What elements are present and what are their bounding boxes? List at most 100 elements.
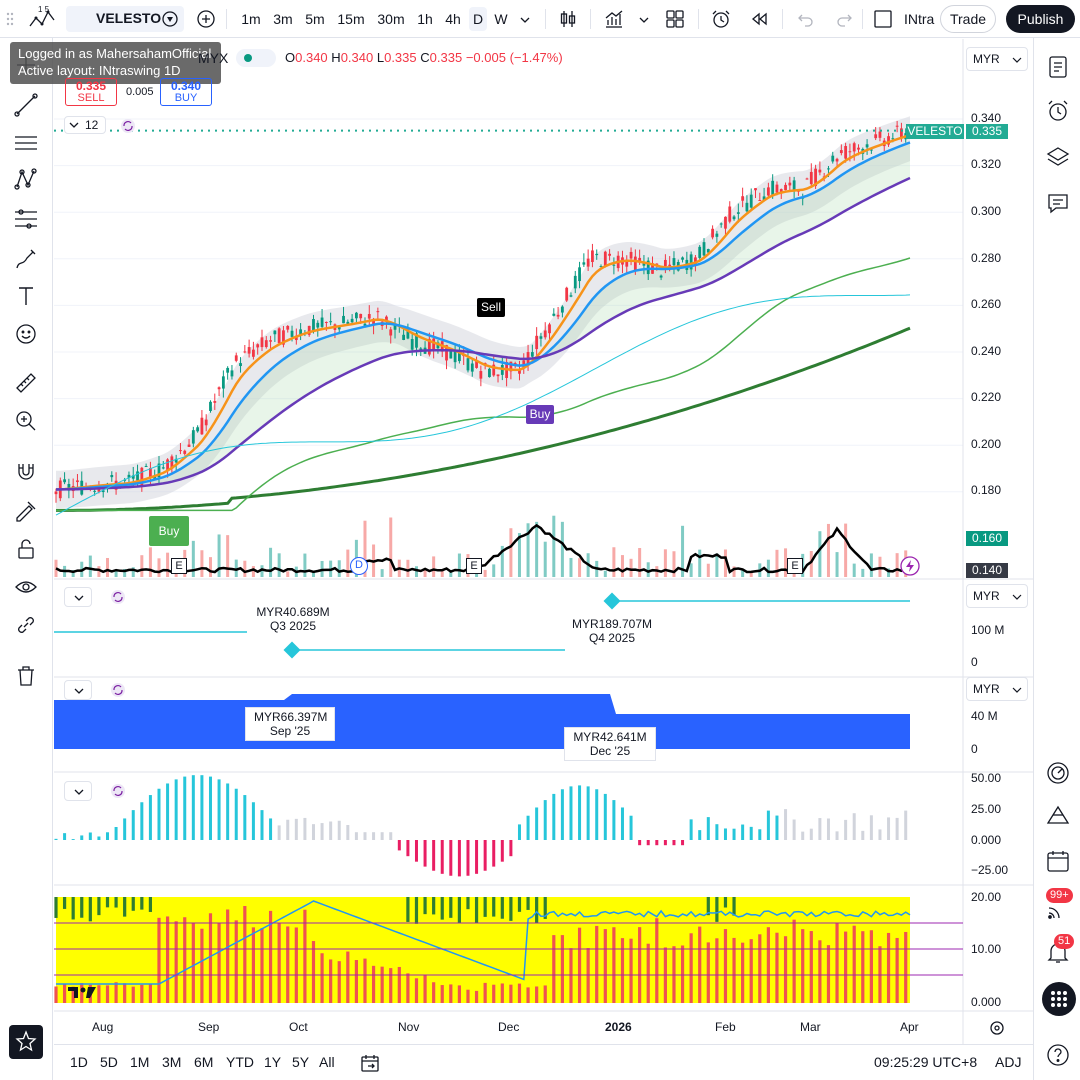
layers-icon[interactable] bbox=[1045, 144, 1071, 170]
range-ytd[interactable]: YTD bbox=[226, 1054, 254, 1070]
dividend-event-marker[interactable]: D bbox=[350, 557, 368, 575]
earnings-event-marker[interactable]: E bbox=[787, 558, 803, 574]
compass-icon[interactable] bbox=[1045, 760, 1071, 786]
watchlist-icon[interactable] bbox=[1045, 54, 1071, 80]
range-5d[interactable]: 5D bbox=[100, 1054, 118, 1070]
strength-bar bbox=[200, 928, 204, 1003]
eye-icon[interactable] bbox=[13, 574, 39, 600]
candles-icon[interactable] bbox=[557, 8, 579, 30]
zoom-in-icon[interactable] bbox=[13, 408, 39, 434]
symbol-search[interactable]: VELESTO bbox=[66, 6, 184, 32]
interval-1h[interactable]: 1h bbox=[417, 11, 433, 27]
brush-icon[interactable] bbox=[13, 246, 39, 272]
refresh-icon[interactable] bbox=[120, 118, 136, 134]
emoji-icon[interactable] bbox=[13, 321, 39, 347]
tradingview-logo[interactable] bbox=[66, 984, 98, 1000]
sell-button[interactable]: 0.335 SELL bbox=[65, 78, 117, 106]
interval-d[interactable]: D bbox=[469, 7, 487, 31]
candle-body bbox=[633, 256, 637, 272]
panel-collapse-toggle[interactable] bbox=[64, 587, 92, 607]
candle-body bbox=[736, 212, 740, 214]
interval-3m[interactable]: 3m bbox=[273, 11, 293, 27]
trash-icon[interactable] bbox=[13, 663, 39, 689]
panel-collapse-toggle[interactable] bbox=[64, 680, 92, 700]
candle-body bbox=[646, 260, 650, 275]
adj-toggle[interactable]: ADJ bbox=[995, 1054, 1022, 1070]
currency-select-panel1[interactable]: MYR bbox=[966, 584, 1028, 608]
undo-icon[interactable] bbox=[796, 9, 816, 29]
interval-5m[interactable]: 5m bbox=[305, 11, 325, 27]
ruler-icon[interactable] bbox=[13, 370, 39, 396]
apps-grid-icon[interactable] bbox=[1042, 982, 1076, 1016]
currency-select-panel2[interactable]: MYR bbox=[966, 677, 1028, 701]
indicators-icon[interactable] bbox=[603, 8, 625, 30]
fib-icon[interactable] bbox=[13, 206, 39, 232]
drag-handle-icon[interactable] bbox=[6, 12, 14, 26]
settings-gear-icon[interactable] bbox=[988, 1019, 1006, 1037]
volume-bar bbox=[389, 517, 393, 577]
market-status-toggle[interactable] bbox=[236, 49, 276, 67]
alarm-clock-icon[interactable] bbox=[1045, 98, 1071, 124]
lightning-icon[interactable] bbox=[900, 556, 920, 576]
chevron-down-icon[interactable] bbox=[637, 13, 651, 23]
text-icon[interactable] bbox=[13, 283, 39, 309]
interval-w[interactable]: W bbox=[494, 11, 508, 27]
volume-bar bbox=[500, 545, 504, 577]
pattern-icon[interactable] bbox=[13, 167, 39, 193]
earnings-event-marker[interactable]: E bbox=[466, 558, 482, 574]
layout-name[interactable]: INtra bbox=[904, 11, 935, 27]
candle-body bbox=[346, 321, 350, 325]
interval-1m[interactable]: 1m bbox=[241, 11, 261, 27]
currency-select-main[interactable]: MYR bbox=[966, 47, 1028, 71]
horizontal-lines-icon[interactable] bbox=[13, 130, 39, 156]
revenue-q4-marker bbox=[603, 592, 621, 610]
weakness-bar bbox=[88, 897, 92, 922]
watchlist-star-icon[interactable] bbox=[9, 1025, 43, 1059]
date-range-icon[interactable] bbox=[360, 1053, 380, 1073]
interval-15m[interactable]: 15m bbox=[337, 11, 365, 27]
chart-canvas[interactable] bbox=[54, 39, 1033, 1044]
indicator-collapse-toggle[interactable]: 12 bbox=[64, 116, 106, 134]
trend-line-icon[interactable] bbox=[13, 92, 39, 118]
ideas-mountain-icon[interactable] bbox=[1045, 802, 1071, 828]
add-symbol-icon[interactable] bbox=[196, 9, 216, 29]
refresh-icon[interactable] bbox=[110, 589, 126, 605]
panel-collapse-toggle[interactable] bbox=[64, 781, 92, 801]
refresh-icon[interactable] bbox=[110, 682, 126, 698]
buy-label: BUY bbox=[174, 92, 198, 104]
interval-4h[interactable]: 4h bbox=[445, 11, 461, 27]
publish-button[interactable]: Publish bbox=[1006, 5, 1075, 33]
strength-bar bbox=[801, 929, 805, 1003]
alert-clock-icon[interactable] bbox=[710, 8, 732, 30]
broadcast-icon[interactable] bbox=[1045, 896, 1071, 922]
range-1d[interactable]: 1D bbox=[70, 1054, 88, 1070]
replay-icon[interactable] bbox=[748, 8, 770, 30]
range-1y[interactable]: 1Y bbox=[264, 1054, 282, 1070]
range-5y[interactable]: 5Y bbox=[292, 1054, 310, 1070]
layout-grid-icon[interactable] bbox=[664, 8, 686, 30]
favorite-icon[interactable] bbox=[161, 10, 179, 28]
pencil-lock-icon[interactable] bbox=[13, 498, 39, 524]
range-3m[interactable]: 3M bbox=[162, 1054, 182, 1070]
trade-button[interactable]: Trade bbox=[940, 5, 996, 33]
volume-bar bbox=[766, 559, 770, 577]
candle-body bbox=[745, 202, 749, 212]
buy-button[interactable]: 0.340 BUY bbox=[160, 78, 212, 106]
indicator-mini-chart-icon[interactable]: 1 5 bbox=[28, 4, 58, 32]
link-icon[interactable] bbox=[13, 612, 39, 638]
magnet-icon[interactable] bbox=[13, 459, 39, 485]
earnings-event-marker[interactable]: E bbox=[171, 558, 187, 574]
refresh-icon[interactable] bbox=[110, 783, 126, 799]
redo-icon[interactable] bbox=[834, 9, 854, 29]
chat-icon[interactable] bbox=[1045, 190, 1071, 216]
interval-30m[interactable]: 30m bbox=[377, 11, 405, 27]
help-icon[interactable] bbox=[1045, 1042, 1071, 1068]
range-all[interactable]: All bbox=[319, 1054, 335, 1070]
range-6m[interactable]: 6M bbox=[194, 1054, 214, 1070]
chevron-down-icon[interactable] bbox=[518, 13, 532, 23]
range-1m[interactable]: 1M bbox=[130, 1054, 150, 1070]
clock[interactable]: 09:25:29 UTC+8 bbox=[874, 1054, 978, 1070]
calendar-icon[interactable] bbox=[1045, 848, 1071, 874]
lock-icon[interactable] bbox=[13, 536, 39, 562]
fullscreen-box-icon[interactable] bbox=[874, 10, 892, 28]
